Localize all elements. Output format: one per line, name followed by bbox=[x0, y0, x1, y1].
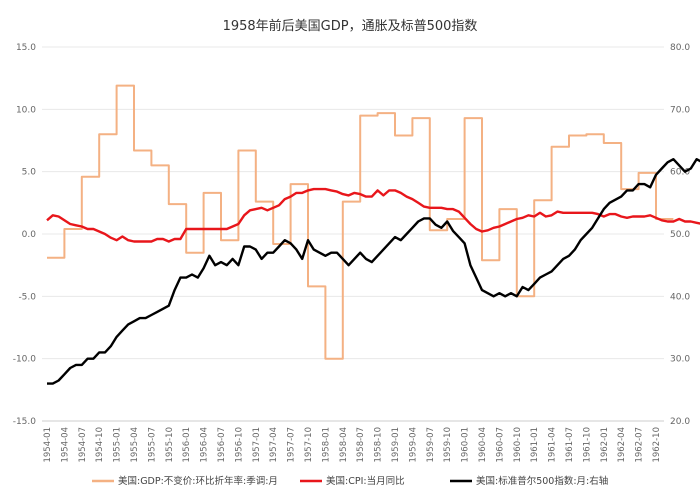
y-right-tick-label: 80.0 bbox=[670, 43, 690, 53]
series-layer bbox=[46, 84, 700, 385]
gridlines bbox=[42, 46, 664, 422]
x-tick-label: 1959-04 bbox=[408, 427, 418, 463]
y-left-tick-label: -15.0 bbox=[13, 417, 37, 427]
x-tick-label: 1960-04 bbox=[478, 427, 488, 463]
legend-label: 美国:GDP:不变价:环比折年率:季调:月 bbox=[118, 475, 278, 487]
y-left-tick-label: 10.0 bbox=[16, 105, 36, 115]
x-tick-label: 1958-10 bbox=[374, 427, 384, 463]
y-left-tick-label: -10.0 bbox=[13, 355, 37, 365]
x-tick-label: 1954-01 bbox=[43, 427, 53, 463]
x-tick-label: 1955-07 bbox=[147, 427, 157, 463]
x-tick-label: 1955-01 bbox=[113, 427, 123, 463]
x-tick-label: 1962-04 bbox=[617, 427, 627, 463]
x-tick-label: 1958-07 bbox=[356, 427, 366, 463]
x-tick-label: 1959-01 bbox=[391, 427, 401, 463]
x-tick-label: 1954-04 bbox=[60, 427, 70, 463]
x-tick-label: 1960-01 bbox=[461, 427, 471, 463]
x-tick-label: 1955-04 bbox=[130, 427, 140, 463]
x-tick-label: 1957-01 bbox=[252, 427, 262, 463]
x-tick-label: 1957-10 bbox=[304, 427, 314, 463]
y-right-tick-label: 40.0 bbox=[670, 292, 690, 302]
x-tick-label: 1961-01 bbox=[530, 427, 540, 463]
x-tick-label: 1959-10 bbox=[443, 427, 453, 463]
y-right-axis: 20.0 30.0 40.0 50.0 60.0 70.0 80.0 bbox=[670, 43, 690, 427]
series-line-3 bbox=[47, 158, 700, 385]
x-tick-label: 1957-04 bbox=[269, 427, 279, 463]
x-tick-label: 1961-04 bbox=[548, 427, 558, 463]
series-line-2 bbox=[46, 187, 700, 243]
x-tick-label: 1959-07 bbox=[426, 427, 436, 463]
y-left-axis: -15.0 -10.0 -5.0 0.0 5.0 10.0 15.0 bbox=[13, 43, 37, 427]
legend-label: 美国:CPI:当月同比 bbox=[326, 475, 405, 487]
y-left-tick-label: -5.0 bbox=[18, 292, 36, 302]
y-right-tick-label: 70.0 bbox=[670, 105, 690, 115]
y-left-tick-label: 0.0 bbox=[22, 230, 37, 240]
y-right-tick-label: 30.0 bbox=[670, 355, 690, 365]
x-tick-label: 1956-01 bbox=[182, 427, 192, 463]
x-tick-label: 1962-07 bbox=[635, 427, 645, 463]
x-tick-label: 1962-01 bbox=[600, 427, 610, 463]
series-line-1 bbox=[47, 84, 674, 360]
x-tick-label: 1962-10 bbox=[652, 427, 662, 463]
y-right-tick-label: 60.0 bbox=[670, 168, 690, 178]
x-tick-label: 1961-10 bbox=[582, 427, 592, 463]
x-axis: 1954-01 1954-04 1954-07 1954-10 1955-01 1955-… bbox=[42, 420, 664, 463]
x-tick-label: 1961-07 bbox=[565, 427, 575, 463]
x-tick-label: 1954-07 bbox=[78, 427, 88, 463]
x-tick-label: 1960-07 bbox=[495, 427, 505, 463]
chart-title: 1958年前后美国GDP，通胀及标普500指数 bbox=[223, 18, 478, 34]
y-left-tick-label: 15.0 bbox=[16, 43, 36, 53]
legend-label: 美国:标准普尔500指数:月:右轴 bbox=[476, 475, 608, 487]
x-tick-label: 1956-07 bbox=[217, 427, 227, 463]
y-right-tick-label: 50.0 bbox=[670, 230, 690, 240]
y-left-tick-label: 5.0 bbox=[22, 168, 37, 178]
x-tick-label: 1956-10 bbox=[234, 427, 244, 463]
y-right-tick-label: 20.0 bbox=[670, 417, 690, 427]
x-tick-label: 1956-04 bbox=[200, 427, 210, 463]
x-tick-label: 1954-10 bbox=[95, 427, 105, 463]
legend: 美国:GDP:不变价:环比折年率:季调:月 美国:CPI:当月同比 美国:标准普尔5… bbox=[92, 475, 608, 487]
x-tick-label: 1960-10 bbox=[513, 427, 523, 463]
x-tick-label: 1958-04 bbox=[339, 427, 349, 463]
x-tick-label: 1958-01 bbox=[321, 427, 331, 463]
x-tick-label: 1957-07 bbox=[287, 427, 297, 463]
x-tick-label: 1955-10 bbox=[165, 427, 175, 463]
